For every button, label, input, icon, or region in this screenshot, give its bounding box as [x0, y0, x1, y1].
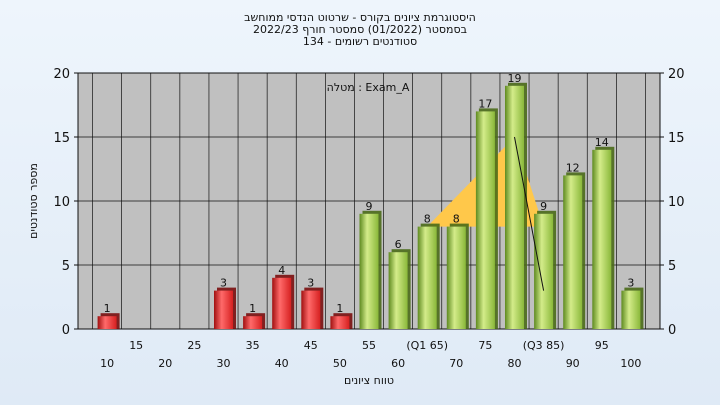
data-label-35: 1 [249, 302, 256, 315]
bar-95 [592, 149, 612, 329]
x-axis-title: טווח ציונים [344, 374, 394, 387]
data-label-95: 14 [595, 136, 609, 149]
data-label-50: 1 [336, 302, 343, 315]
chart-annotation: מטלה : Exam_A [327, 81, 410, 94]
y-axis-title: מספר סטודנטים [27, 163, 40, 239]
x-tick-label-60: 60 [391, 357, 405, 370]
x-tick-label-40: 40 [275, 357, 289, 370]
y-tick-label-right: 20 [668, 67, 685, 82]
bar-70 [446, 226, 466, 329]
y-tick-label-left: 5 [62, 259, 70, 274]
bar-100 [621, 290, 641, 329]
y-tick-label-right: 15 [668, 131, 685, 146]
x-tick-label-95: 95 [595, 339, 609, 352]
data-label-85: 9 [540, 200, 547, 213]
bar-75 [475, 111, 495, 330]
chart-students-count: סטודנטים רשומים - 134 [302, 35, 418, 48]
x-tick-label-10: 10 [100, 357, 114, 370]
bar-65 [417, 226, 437, 329]
x-tick-label-25: 25 [187, 339, 201, 352]
x-tick-label-15: 15 [129, 339, 143, 352]
data-label-100: 3 [627, 277, 634, 290]
chart-subtitle: בסמסטר (01/2022) סמסטר חורף 2022/23 [253, 23, 467, 36]
data-label-45: 3 [307, 277, 314, 290]
y-tick-label-left: 0 [62, 323, 70, 338]
x-tick-label-100: 100 [620, 357, 641, 370]
bar-80 [505, 85, 524, 329]
bar-30 [214, 290, 233, 329]
x-tick-label-35: 35 [246, 339, 260, 352]
data-label-90: 12 [566, 161, 580, 174]
x-tick-label-90: 90 [566, 357, 580, 370]
data-label-75: 17 [478, 97, 492, 110]
bar-60 [388, 252, 408, 329]
bar-40 [272, 277, 292, 329]
bar-45 [301, 290, 321, 329]
bar-50 [330, 316, 350, 329]
bar-90 [563, 175, 583, 329]
data-label-55: 9 [366, 200, 373, 213]
x-tick-label-30: 30 [217, 357, 231, 370]
y-tick-label-right: 0 [668, 323, 676, 338]
data-label-60: 6 [395, 238, 402, 251]
x-tick-label-85: (Q3 85) [523, 339, 565, 352]
whisker-line [514, 136, 545, 291]
x-tick-label-75: 75 [478, 339, 492, 352]
data-label-80: 19 [508, 72, 522, 85]
y-tick-label-right: 10 [668, 195, 685, 210]
x-tick-label-70: 70 [449, 357, 463, 370]
data-label-10: 1 [104, 302, 111, 315]
y-tick-label-right: 5 [668, 259, 676, 274]
data-label-40: 4 [278, 264, 285, 277]
x-tick-label-55: 55 [362, 339, 376, 352]
y-tick-label-left: 20 [53, 67, 70, 82]
bar-10 [97, 316, 117, 329]
bar-35 [243, 316, 263, 329]
x-tick-label-20: 20 [158, 357, 172, 370]
x-tick-label-50: 50 [333, 357, 347, 370]
chart-title: היסטוגרמת ציונים בקורס - שרטוט הנדסי ממו… [244, 11, 476, 24]
x-tick-label-80: 80 [508, 357, 522, 370]
bar-85 [534, 213, 554, 329]
y-tick-label-left: 10 [53, 195, 70, 210]
data-label-30: 3 [220, 277, 227, 290]
y-tick-label-left: 15 [53, 131, 70, 146]
data-label-65: 8 [424, 213, 431, 226]
data-label-70: 8 [453, 213, 460, 226]
bar-55 [359, 213, 379, 329]
x-tick-label-65: (Q1 65) [406, 339, 448, 352]
x-tick-label-45: 45 [304, 339, 318, 352]
